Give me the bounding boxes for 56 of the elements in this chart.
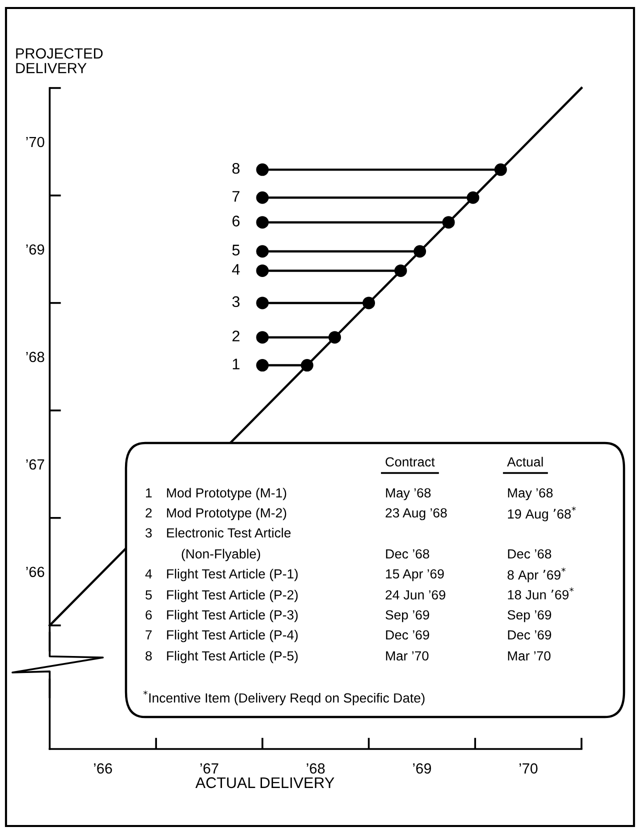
annotation: May ’68 — [386, 488, 431, 500]
annotation: 8 — [146, 651, 152, 661]
y-tick-label: ’69 — [26, 244, 44, 255]
y-tick-label: ’66 — [26, 566, 44, 578]
annotation: Electronic Test Article — [167, 528, 291, 538]
annotation: $^{*}$Incentive Item (Delivery Reqd on Specific Date) — [143, 690, 424, 706]
series-label: 2 — [232, 330, 240, 342]
annotation: Dec ’69 — [386, 630, 430, 640]
annotation: Dec ’69 — [508, 630, 552, 640]
annotation: 24 Jun ’69 — [386, 590, 446, 600]
annotation: Flight Test Article (P-5) — [167, 650, 298, 664]
series-label: 6 — [232, 216, 240, 226]
annotation: Sep ’69 — [386, 610, 430, 622]
series-label: 7 — [232, 191, 240, 202]
annotation: Sep ’69 — [508, 610, 552, 622]
y-axis-title: PROJECTED DELIVERY — [16, 48, 103, 74]
annotation: 3 — [146, 528, 152, 538]
annotation: 2 — [146, 508, 152, 518]
annotation: Contract — [386, 457, 435, 467]
y-tick-label: ’68 — [26, 352, 44, 362]
annotation: Dec ’68 — [386, 549, 430, 559]
annotation: 5 — [146, 590, 152, 600]
x-tick-label: ’68 — [306, 763, 325, 774]
annotation: Dec ’68 — [508, 549, 552, 559]
x-axis-title: ACTUAL DELIVERY — [195, 777, 334, 788]
series-label: 1 — [232, 358, 240, 370]
annotation: 23 Aug ’68 — [386, 508, 447, 520]
x-tick-label: ’67 — [200, 763, 218, 774]
x-tick-label: ’69 — [413, 763, 431, 774]
series-label: 5 — [232, 244, 240, 256]
annotation: Flight Test Article (P-4) — [167, 630, 298, 642]
series-label: 3 — [232, 296, 240, 308]
y-tick-label: ’70 — [26, 136, 44, 148]
annotation: Mod Prototype (M-1) — [167, 488, 286, 500]
annotation: Flight Test Article (P-1) — [167, 568, 298, 582]
annotation: 18 Jun ’69$^{*}$ — [508, 587, 574, 600]
y-tick-label: ’67 — [26, 459, 44, 470]
annotation: 8 Apr ’69$^{*}$ — [508, 568, 566, 582]
annotation: (Non-Flyable) — [182, 548, 260, 562]
annotation: 15 Apr ’69 — [386, 569, 444, 582]
series-label: 8 — [232, 162, 240, 174]
annotation: 7 — [146, 630, 152, 640]
annotation: Mar ’70 — [386, 651, 428, 661]
x-tick-label: ’70 — [519, 763, 538, 774]
annotation: 4 — [145, 569, 152, 578]
x-tick-label: ’66 — [94, 763, 112, 774]
series-label: 4 — [232, 264, 240, 275]
annotation: Flight Test Article (P-2) — [167, 590, 298, 602]
annotation: 19 Aug ’68$^{*}$ — [508, 506, 576, 522]
annotation: Flight Test Article (P-3) — [167, 610, 298, 622]
annotation: 6 — [146, 610, 152, 620]
annotation: Mod Prototype (M-2) — [167, 508, 286, 520]
annotation: Actual — [507, 456, 543, 467]
annotation: May ’68 — [508, 488, 553, 500]
annotation: 1 — [146, 488, 152, 498]
annotation: Mar ’70 — [508, 651, 550, 661]
